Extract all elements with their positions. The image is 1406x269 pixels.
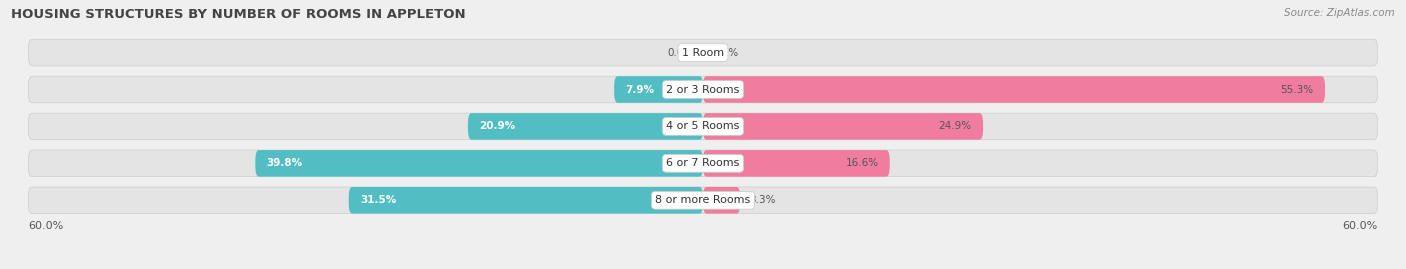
- FancyBboxPatch shape: [28, 39, 1378, 66]
- Text: 55.3%: 55.3%: [1281, 84, 1313, 94]
- Text: 60.0%: 60.0%: [28, 221, 63, 231]
- Text: Source: ZipAtlas.com: Source: ZipAtlas.com: [1284, 8, 1395, 18]
- FancyBboxPatch shape: [28, 76, 1378, 103]
- FancyBboxPatch shape: [703, 187, 740, 214]
- FancyBboxPatch shape: [28, 150, 1378, 177]
- FancyBboxPatch shape: [468, 113, 703, 140]
- Text: 60.0%: 60.0%: [1343, 221, 1378, 231]
- Text: 8 or more Rooms: 8 or more Rooms: [655, 195, 751, 205]
- Text: 3.3%: 3.3%: [749, 195, 776, 205]
- FancyBboxPatch shape: [703, 150, 890, 177]
- Text: 31.5%: 31.5%: [360, 195, 396, 205]
- Text: 0.0%: 0.0%: [711, 48, 738, 58]
- FancyBboxPatch shape: [28, 113, 1378, 140]
- Text: 6 or 7 Rooms: 6 or 7 Rooms: [666, 158, 740, 168]
- FancyBboxPatch shape: [703, 76, 1324, 103]
- FancyBboxPatch shape: [703, 113, 983, 140]
- Text: 20.9%: 20.9%: [479, 121, 515, 132]
- FancyBboxPatch shape: [28, 187, 1378, 214]
- Text: 0.0%: 0.0%: [668, 48, 695, 58]
- Text: 24.9%: 24.9%: [939, 121, 972, 132]
- FancyBboxPatch shape: [349, 187, 703, 214]
- FancyBboxPatch shape: [614, 76, 703, 103]
- FancyBboxPatch shape: [256, 150, 703, 177]
- Text: 16.6%: 16.6%: [845, 158, 879, 168]
- Text: HOUSING STRUCTURES BY NUMBER OF ROOMS IN APPLETON: HOUSING STRUCTURES BY NUMBER OF ROOMS IN…: [11, 8, 465, 21]
- Text: 39.8%: 39.8%: [267, 158, 302, 168]
- Text: 1 Room: 1 Room: [682, 48, 724, 58]
- Text: 7.9%: 7.9%: [626, 84, 654, 94]
- Text: 2 or 3 Rooms: 2 or 3 Rooms: [666, 84, 740, 94]
- Text: 4 or 5 Rooms: 4 or 5 Rooms: [666, 121, 740, 132]
